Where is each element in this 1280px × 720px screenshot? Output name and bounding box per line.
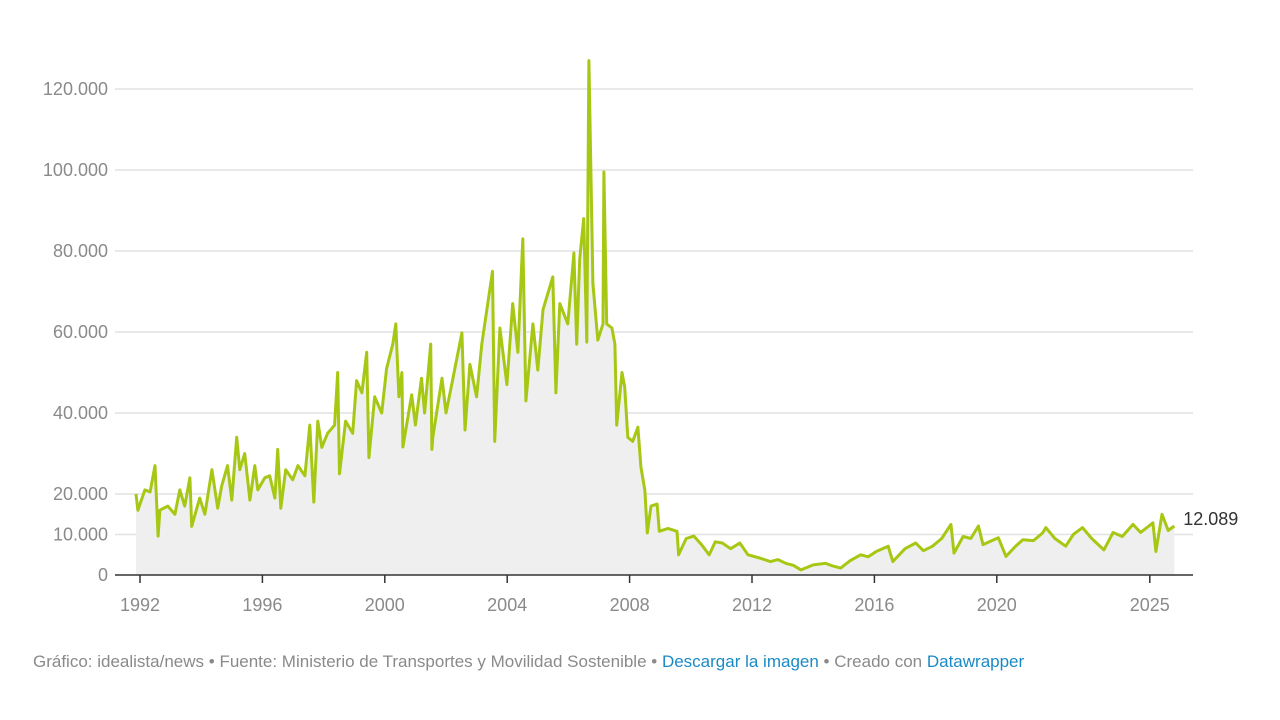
x-tick-label: 2025 <box>1130 595 1170 615</box>
datawrapper-link[interactable]: Datawrapper <box>926 652 1025 671</box>
separator: • <box>204 652 220 671</box>
y-tick-label: 60.000 <box>53 322 108 342</box>
series-area-fill <box>136 60 1175 576</box>
chart-footer: Gráfico: idealista/news • Fuente: Minist… <box>33 652 1024 672</box>
x-axis-labels: 1992 1996 2000 2004 2008 2012 2016 2020 2025 <box>120 575 1170 615</box>
x-tick-label: 2008 <box>610 595 650 615</box>
y-tick-label: 80.000 <box>53 241 108 261</box>
y-tick-label: 20.000 <box>53 484 108 504</box>
created-with-text: Creado con <box>834 652 927 671</box>
x-tick-label: 1992 <box>120 595 160 615</box>
separator: • <box>646 652 662 671</box>
x-tick-label: 2016 <box>854 595 894 615</box>
y-tick-label: 100.000 <box>43 160 108 180</box>
y-tick-label: 10.000 <box>53 525 108 545</box>
y-tick-label: 40.000 <box>53 403 108 423</box>
x-tick-label: 2004 <box>487 595 527 615</box>
x-tick-label: 2020 <box>977 595 1017 615</box>
x-tick-label: 2000 <box>365 595 405 615</box>
x-tick-label: 1996 <box>242 595 282 615</box>
y-tick-label: 0 <box>98 565 108 585</box>
x-tick-label: 2012 <box>732 595 772 615</box>
y-tick-label: 120.000 <box>43 79 108 99</box>
download-image-link[interactable]: Descargar la imagen <box>661 652 819 671</box>
series-line <box>134 59 1176 572</box>
source-text: Fuente: Ministerio de Transportes y Movi… <box>219 652 647 671</box>
separator: • <box>818 652 835 671</box>
end-value-label: 12.089 <box>1183 509 1238 529</box>
y-axis-labels: 0 10.000 20.000 40.000 60.000 80.000 100.000 12… <box>43 79 108 585</box>
credit-text: Gráfico: idealista/news <box>33 652 205 671</box>
